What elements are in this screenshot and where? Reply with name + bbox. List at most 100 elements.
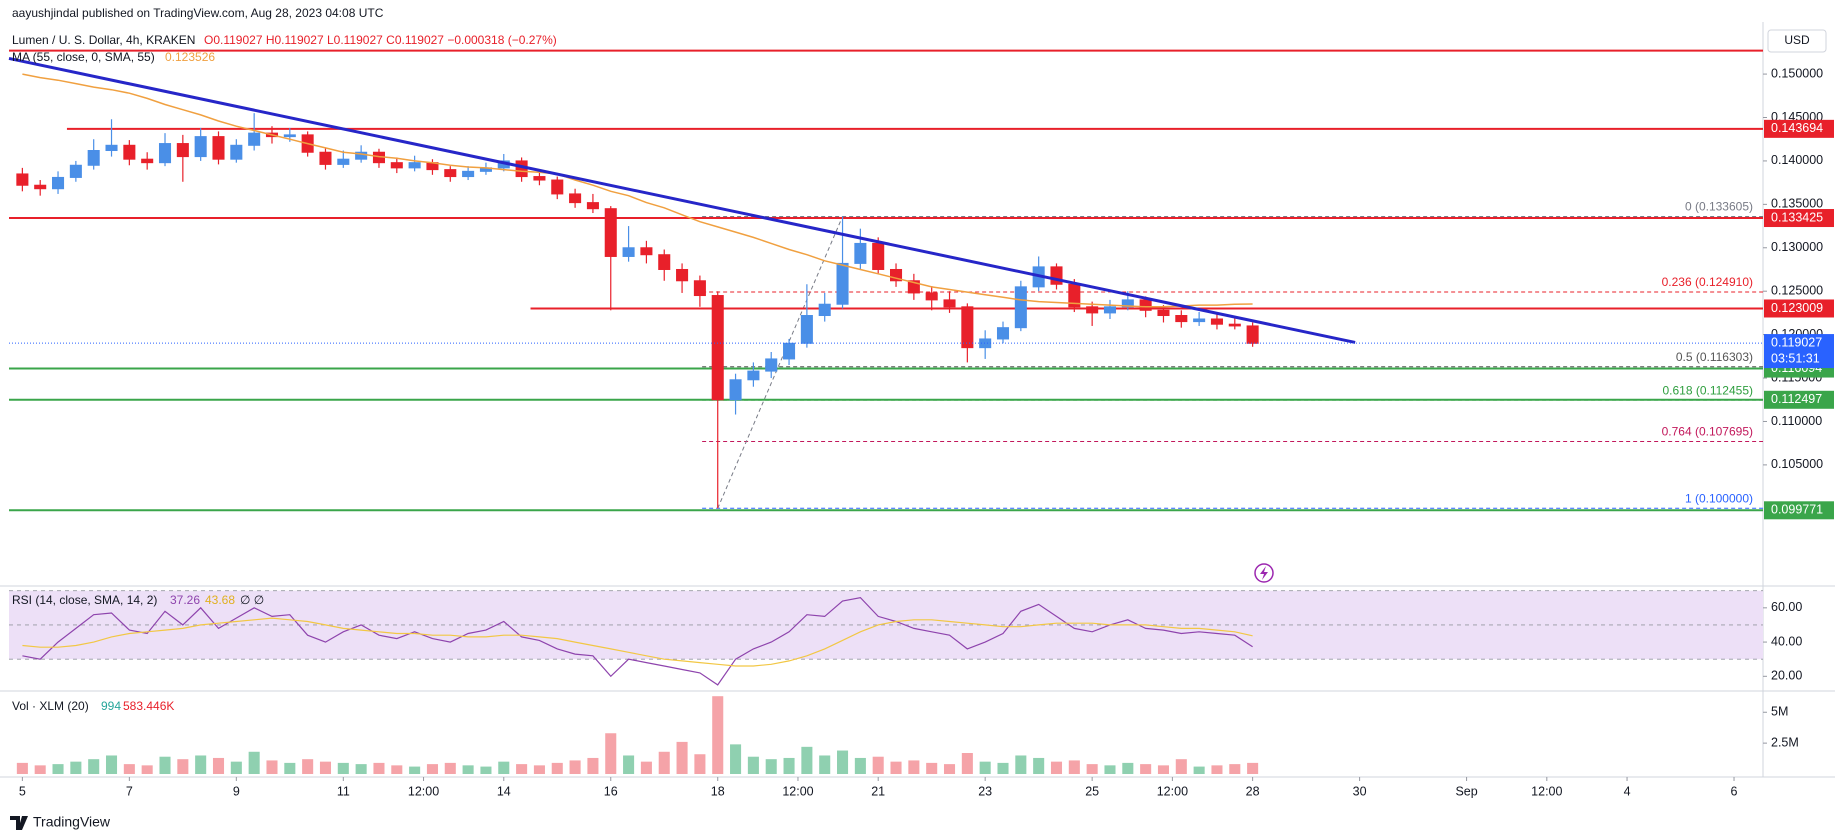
candle-body — [996, 327, 1010, 340]
volume-bar — [1033, 757, 1045, 774]
ma-line — [22, 73, 1253, 308]
candle-body — [194, 136, 207, 158]
rsi-legend: RSI (14, close, SMA, 14, 2) — [12, 593, 157, 607]
volume-bar — [872, 756, 884, 774]
volume-bar — [159, 756, 171, 774]
currency[interactable]: USD — [1784, 33, 1810, 47]
x-tick-label: 12:00 — [408, 784, 439, 798]
volume-bar — [801, 746, 813, 774]
volume-bar — [961, 753, 973, 774]
volume-bar — [587, 757, 599, 774]
candle-body — [283, 134, 296, 138]
y-tick-label: 0.135000 — [1771, 197, 1823, 211]
volume-bar — [123, 764, 135, 774]
currency-box[interactable] — [1767, 29, 1827, 53]
candle-body — [551, 179, 564, 195]
y-tick-label: 0.140000 — [1771, 153, 1823, 167]
candle-body — [1228, 323, 1241, 327]
volume-bar — [694, 754, 706, 774]
candle-body — [444, 169, 457, 178]
volume-bar — [890, 761, 902, 774]
candle-body — [16, 173, 29, 186]
x-tick-label: 30 — [1353, 784, 1367, 798]
volume-value: 994 — [101, 699, 121, 713]
volume-bar — [1050, 761, 1063, 774]
volume-bar — [444, 762, 456, 774]
plot-layer: 0.1050000.1100000.1150000.1200000.125000… — [8, 49, 1834, 798]
candle-body — [907, 280, 920, 294]
volume-bar — [498, 761, 510, 774]
volume-bar — [516, 764, 528, 774]
candle-body — [533, 176, 546, 181]
level-axis-label: 0.143694 — [1771, 121, 1823, 135]
volume-bar — [34, 765, 46, 774]
volume-bar — [854, 757, 866, 774]
x-tick-label: 28 — [1246, 784, 1260, 798]
level-axis-label: 0.099771 — [1771, 503, 1823, 517]
volume-bar — [1229, 764, 1241, 774]
fib-label: 0.618 (0.112455) — [1662, 383, 1753, 397]
level-axis-label: 0.112497 — [1771, 392, 1822, 406]
level-axis-box — [1764, 119, 1834, 138]
volume-bar — [355, 764, 367, 774]
candle-body — [230, 144, 243, 160]
candle-body — [872, 242, 885, 270]
volume-bar — [409, 766, 421, 774]
candle-body — [622, 247, 635, 257]
fib-label: 0.236 (0.124910) — [1662, 275, 1753, 289]
volume-bar — [533, 765, 545, 774]
candle-body — [158, 143, 172, 164]
volume-bar — [551, 762, 563, 774]
volume-bar — [426, 764, 438, 774]
volume-bar — [658, 751, 670, 774]
x-tick-label: 18 — [711, 784, 725, 798]
volume-bar — [1211, 765, 1223, 774]
rsi-tick-label: 20.00 — [1771, 669, 1802, 683]
candle-body — [1103, 306, 1117, 314]
volume-bar — [284, 762, 296, 774]
rsi-ma-value: 43.68 — [205, 593, 235, 607]
volume-bar — [837, 750, 849, 774]
candle-body — [69, 164, 82, 178]
candle-body — [586, 202, 599, 210]
volume-bar — [88, 759, 100, 774]
volume-bar — [1086, 764, 1098, 774]
symbol-title: Lumen / U. S. Dollar, 4h, KRAKEN — [12, 33, 195, 47]
x-tick-label: 7 — [126, 784, 133, 798]
volume-bar — [730, 744, 742, 774]
candle-body — [729, 379, 742, 401]
volume-bar — [747, 756, 759, 774]
candle-body — [123, 144, 136, 160]
level-axis-box — [1764, 209, 1834, 228]
candle-body — [1210, 318, 1223, 325]
candle-body — [141, 158, 154, 164]
volume-bar — [623, 755, 635, 774]
candle-body — [1086, 306, 1099, 314]
brand-logo — [10, 816, 28, 830]
candle-body — [890, 268, 903, 282]
volume-bar — [783, 757, 795, 774]
volume-bar — [391, 765, 403, 774]
rsi-extra: ∅ ∅ — [240, 593, 264, 607]
volume-bar — [16, 762, 28, 774]
candle-body — [658, 254, 671, 270]
fib-trend — [717, 216, 843, 509]
rsi-tick-label: 40.00 — [1771, 634, 1802, 648]
y-tick-label: 0.130000 — [1771, 240, 1823, 254]
volume-bar — [266, 760, 278, 774]
rsi-value: 37.26 — [170, 593, 200, 607]
level-axis-box — [1764, 299, 1834, 318]
rsi-line — [22, 596, 1253, 686]
x-tick-label: 21 — [871, 784, 885, 798]
volume-bar — [1140, 764, 1152, 774]
rsi-tick-label: 60.00 — [1771, 600, 1802, 614]
candle-body — [390, 162, 403, 169]
brand: TradingView — [33, 814, 111, 830]
candle-body — [711, 295, 724, 401]
countdown: 03:51:31 — [1771, 351, 1820, 365]
y-tick-label: 0.110000 — [1771, 414, 1822, 428]
volume-bar — [177, 759, 189, 774]
candle-body — [1014, 286, 1027, 329]
volume-bar — [337, 762, 349, 774]
